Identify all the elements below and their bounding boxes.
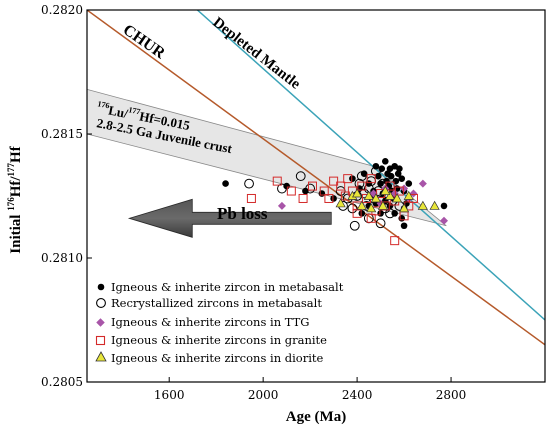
data-point-s1-21	[385, 208, 395, 219]
chur-line	[87, 10, 545, 346]
data-point-s4-11	[429, 200, 440, 210]
legend-label-metabasalt: Igneous & inherite zircon in metabasalt	[111, 280, 344, 294]
data-point-s0-26	[394, 170, 402, 177]
data-point-s3-26	[366, 213, 376, 223]
data-point-s1-0	[244, 178, 254, 189]
x-axis-title: Age (Ma)	[286, 409, 346, 425]
y-tick-label: 0.2815	[41, 127, 83, 141]
data-point-s0-37	[386, 202, 394, 210]
legend-label-ttg: Igneous & inherite zircons in TTG	[111, 315, 310, 329]
chur-label: CHUR	[120, 21, 169, 62]
data-point-s0-3	[318, 190, 326, 197]
legend-marker-recrystallized	[96, 298, 106, 308]
data-point-s3-1	[272, 176, 282, 186]
depleted-mantle-label: Depleted Mantle	[210, 15, 304, 93]
data-point-s4-14	[380, 185, 391, 195]
data-point-s3-8	[340, 191, 350, 201]
legend-marker-ttg	[96, 318, 105, 327]
data-point-s4-3	[363, 190, 374, 200]
pb-loss-label: Pb loss	[217, 204, 268, 223]
data-point-s4-8	[398, 203, 410, 213]
legend-marker-granite	[95, 335, 106, 346]
data-point-s3-14	[366, 174, 376, 184]
data-point-s0-28	[398, 175, 406, 182]
data-point-s0-0	[222, 180, 229, 187]
y-tick-label: 0.2805	[41, 375, 83, 389]
x-tick-label: 1600	[154, 388, 185, 402]
data-point-s3-25	[324, 193, 334, 203]
data-point-s0-39	[372, 162, 380, 170]
data-point-s2-6	[409, 189, 418, 198]
data-point-s1-9	[356, 171, 367, 182]
data-point-s3-12	[357, 181, 367, 191]
depleted-mantle-line	[196, 10, 545, 321]
legend-label-diorite: Igneous & inherite zircons in diorite	[111, 351, 324, 365]
data-point-s1-4	[335, 186, 346, 196]
data-point-s0-36	[377, 210, 384, 217]
data-point-s4-10	[417, 200, 428, 210]
data-point-s0-35	[358, 210, 366, 217]
data-point-s0-11	[374, 172, 382, 180]
data-point-s2-0	[277, 201, 286, 210]
data-point-s1-6	[347, 203, 358, 214]
legend-marker-diorite	[95, 351, 107, 362]
data-point-s2-8	[440, 216, 449, 225]
data-point-s3-18	[385, 181, 395, 191]
data-point-s4-12	[352, 188, 363, 198]
data-point-s3-20	[394, 186, 404, 196]
pb-loss-arrow	[127, 198, 332, 238]
legend: Igneous & inherite zircon in metabasalt …	[95, 280, 344, 365]
y-tick-label: 0.2810	[41, 251, 83, 265]
data-point-s0-20	[387, 172, 395, 180]
data-point-s0-5	[349, 175, 356, 182]
data-point-s1-25	[375, 218, 386, 229]
data-point-s3-4	[307, 181, 317, 191]
legend-marker-metabasalt	[97, 283, 105, 291]
data-point-s1-15	[370, 166, 381, 177]
data-point-s3-2	[286, 186, 296, 196]
data-point-s3-3	[298, 193, 308, 203]
data-point-s4-4	[370, 193, 381, 203]
y-axis-title: Initial 176Hf/177Hf	[6, 145, 24, 253]
y-tick-label: 0.2820	[41, 3, 83, 17]
data-point-s0-33	[405, 180, 413, 187]
data-point-s0-2	[302, 187, 309, 195]
data-point-s3-6	[329, 176, 339, 186]
data-point-s4-0	[335, 198, 346, 208]
data-point-s1-24	[349, 220, 360, 231]
data-point-s0-31	[400, 222, 408, 230]
data-point-s0-1	[283, 182, 290, 190]
x-tick-label: 2800	[436, 388, 467, 402]
data-point-s3-0	[246, 193, 256, 203]
data-point-s1-3	[305, 183, 316, 194]
data-point-s4-5	[377, 200, 389, 210]
data-point-s3-5	[319, 186, 329, 196]
legend-label-recrystallized: Recrystallized zircons in metabasalt	[111, 296, 322, 310]
data-point-s0-30	[398, 215, 406, 222]
data-point-s1-2	[295, 171, 306, 182]
data-point-s0-27	[396, 165, 403, 173]
data-point-s4-13	[366, 203, 377, 213]
data-point-s4-2	[356, 200, 367, 210]
data-point-s0-43	[440, 202, 448, 210]
data-point-s3-23	[390, 236, 400, 246]
data-point-s4-6	[384, 190, 396, 200]
data-point-s4-9	[403, 190, 414, 200]
data-point-s1-8	[354, 178, 365, 189]
data-point-s2-7	[418, 179, 427, 188]
data-point-s0-41	[381, 157, 389, 165]
data-point-s0-4	[330, 195, 337, 202]
data-point-s3-9	[343, 174, 353, 184]
data-point-s4-7	[391, 193, 403, 203]
legend-label-granite: Igneous & inherite zircons in granite	[111, 333, 327, 347]
data-point-s3-7	[336, 181, 346, 191]
x-tick-label: 2000	[248, 388, 279, 402]
data-point-s1-1	[277, 183, 287, 194]
x-tick-label: 2400	[342, 388, 373, 402]
plot-frame	[86, 9, 546, 383]
